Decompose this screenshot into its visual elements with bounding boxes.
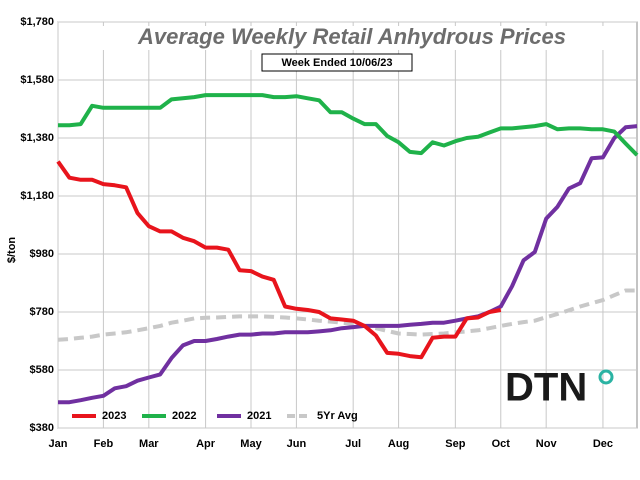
y-tick-label: $580 <box>30 364 54 376</box>
x-tick-label: Nov <box>536 438 558 450</box>
legend-label: 5Yr Avg <box>317 410 358 422</box>
legend-label: 2023 <box>102 410 126 422</box>
logo: DTN <box>505 366 587 410</box>
x-tick-label: Feb <box>94 438 114 450</box>
x-tick-label: Sep <box>445 438 465 450</box>
grid <box>57 21 637 429</box>
series-line <box>56 160 502 360</box>
x-tick-label: Jan <box>49 438 68 450</box>
subtitle-box <box>261 53 413 72</box>
legend: 2023 2022 2021 5Yr Avg <box>72 410 358 422</box>
y-tick-label: $1,180 <box>20 190 54 202</box>
x-tick-label: Aug <box>388 438 409 450</box>
y-tick-label: $1,780 <box>20 16 54 28</box>
series-line <box>58 124 638 405</box>
title-backdrop <box>100 26 610 50</box>
series-line <box>57 288 637 342</box>
chart-title: Average Weekly Retail Anhydrous Prices <box>137 24 566 49</box>
x-tick-label: Dec <box>593 438 613 450</box>
y-tick-label: $380 <box>30 422 54 434</box>
y-tick-label: $980 <box>30 248 54 260</box>
y-axis-label: $/ton <box>6 237 18 264</box>
x-tick-label: Jul <box>345 438 361 450</box>
y-tick-label: $1,380 <box>20 132 54 144</box>
y-tick-label: $780 <box>30 306 54 318</box>
chart-subtitle: Week Ended 10/06/23 <box>281 57 392 69</box>
legend-label: 2021 <box>247 410 271 422</box>
plot-area <box>57 21 638 429</box>
x-tick-label: Apr <box>196 438 216 450</box>
x-tick-label: Oct <box>492 438 511 450</box>
lines <box>56 93 639 405</box>
logo-dot <box>598 369 614 385</box>
legend-label: 2022 <box>172 410 196 422</box>
series-line <box>58 93 639 157</box>
y-tick-label: $1,580 <box>20 74 54 86</box>
x-tick-label: Mar <box>139 438 159 450</box>
x-tick-label: Jun <box>287 438 307 450</box>
x-tick-label: May <box>240 438 262 450</box>
